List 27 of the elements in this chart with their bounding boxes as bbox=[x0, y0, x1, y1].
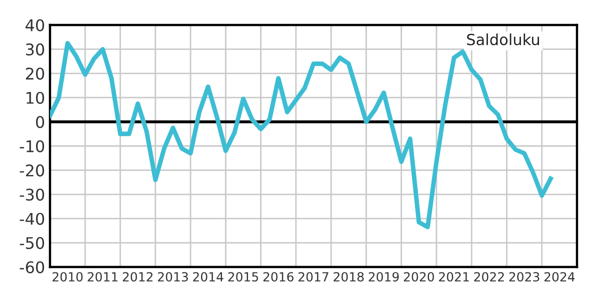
x-tick-label: 2017 bbox=[298, 272, 328, 282]
annotation: Saldoluku bbox=[467, 33, 539, 46]
y-tick-label: 40 bbox=[26, 19, 44, 32]
x-tick-label: 2024 bbox=[544, 272, 575, 282]
x-tick-label: 2014 bbox=[193, 272, 224, 282]
x-tick-label: 2021 bbox=[439, 272, 469, 282]
x-tick-label: 2010 bbox=[52, 272, 83, 282]
y-tick-label: -60 bbox=[20, 261, 44, 274]
x-tick-label: 2013 bbox=[158, 272, 188, 282]
x-tick-label: 2016 bbox=[263, 272, 294, 282]
y-tick-label: -10 bbox=[20, 140, 44, 152]
y-tick-label: -40 bbox=[20, 212, 44, 225]
x-tick-label: 2012 bbox=[122, 272, 152, 282]
x-tick-label: 2022 bbox=[474, 272, 504, 282]
y-tick-label: 10 bbox=[26, 92, 44, 104]
x-tick-label: 2019 bbox=[368, 272, 399, 282]
x-tick-label: 2011 bbox=[88, 272, 118, 282]
x-tick-label: 2015 bbox=[228, 272, 258, 282]
x-tick-label: 2023 bbox=[509, 272, 540, 282]
y-tick-label: -30 bbox=[20, 188, 44, 201]
y-tick-label: 0 bbox=[36, 116, 44, 128]
y-tick-label: 20 bbox=[26, 68, 44, 80]
y-tick-label: 30 bbox=[26, 43, 44, 56]
x-tick-label: 2018 bbox=[334, 272, 364, 282]
x-tick-label: 2020 bbox=[404, 272, 434, 282]
y-tick-label: -20 bbox=[20, 164, 44, 176]
y-tick-label: -50 bbox=[20, 237, 44, 250]
